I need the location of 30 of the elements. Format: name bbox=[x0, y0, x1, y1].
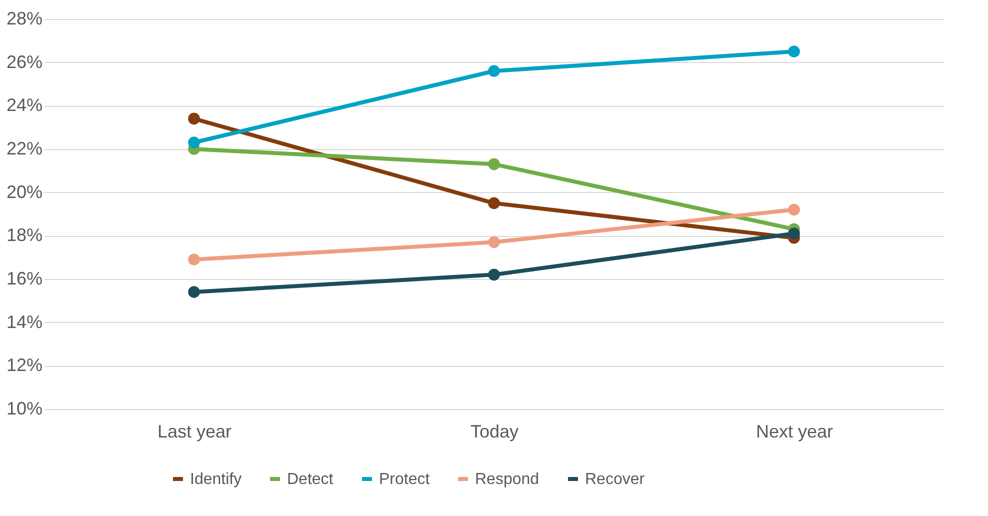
point bbox=[788, 204, 800, 216]
x-tick-label: Today bbox=[470, 422, 519, 442]
point bbox=[788, 228, 800, 240]
y-tick-label: 24% bbox=[6, 95, 42, 116]
y-tick-label: 18% bbox=[6, 225, 42, 246]
point bbox=[488, 236, 500, 248]
y-tick-label: 28% bbox=[6, 8, 42, 28]
y-tick-label: 14% bbox=[6, 312, 42, 332]
legend-label: Detect bbox=[287, 471, 334, 488]
point bbox=[188, 136, 200, 148]
point bbox=[488, 65, 500, 77]
legend-label: Respond bbox=[475, 471, 540, 488]
point bbox=[188, 254, 200, 266]
legend-label: Identify bbox=[190, 471, 242, 488]
x-tick-label: Next year bbox=[756, 422, 834, 442]
point bbox=[488, 197, 500, 210]
point bbox=[488, 158, 500, 170]
point bbox=[188, 286, 200, 298]
y-tick-label: 22% bbox=[6, 138, 42, 158]
y-tick-label: 10% bbox=[6, 398, 42, 418]
legend-label: Protect bbox=[379, 471, 430, 488]
point bbox=[788, 46, 800, 58]
x-tick-label: Last year bbox=[157, 422, 232, 442]
y-tick-label: 20% bbox=[6, 182, 42, 202]
legend-label: Recover bbox=[585, 471, 646, 488]
point bbox=[488, 268, 500, 281]
y-tick-label: 16% bbox=[6, 268, 42, 288]
point bbox=[188, 112, 200, 125]
y-tick-label: 12% bbox=[6, 355, 42, 376]
y-tick-label: 26% bbox=[6, 52, 42, 72]
